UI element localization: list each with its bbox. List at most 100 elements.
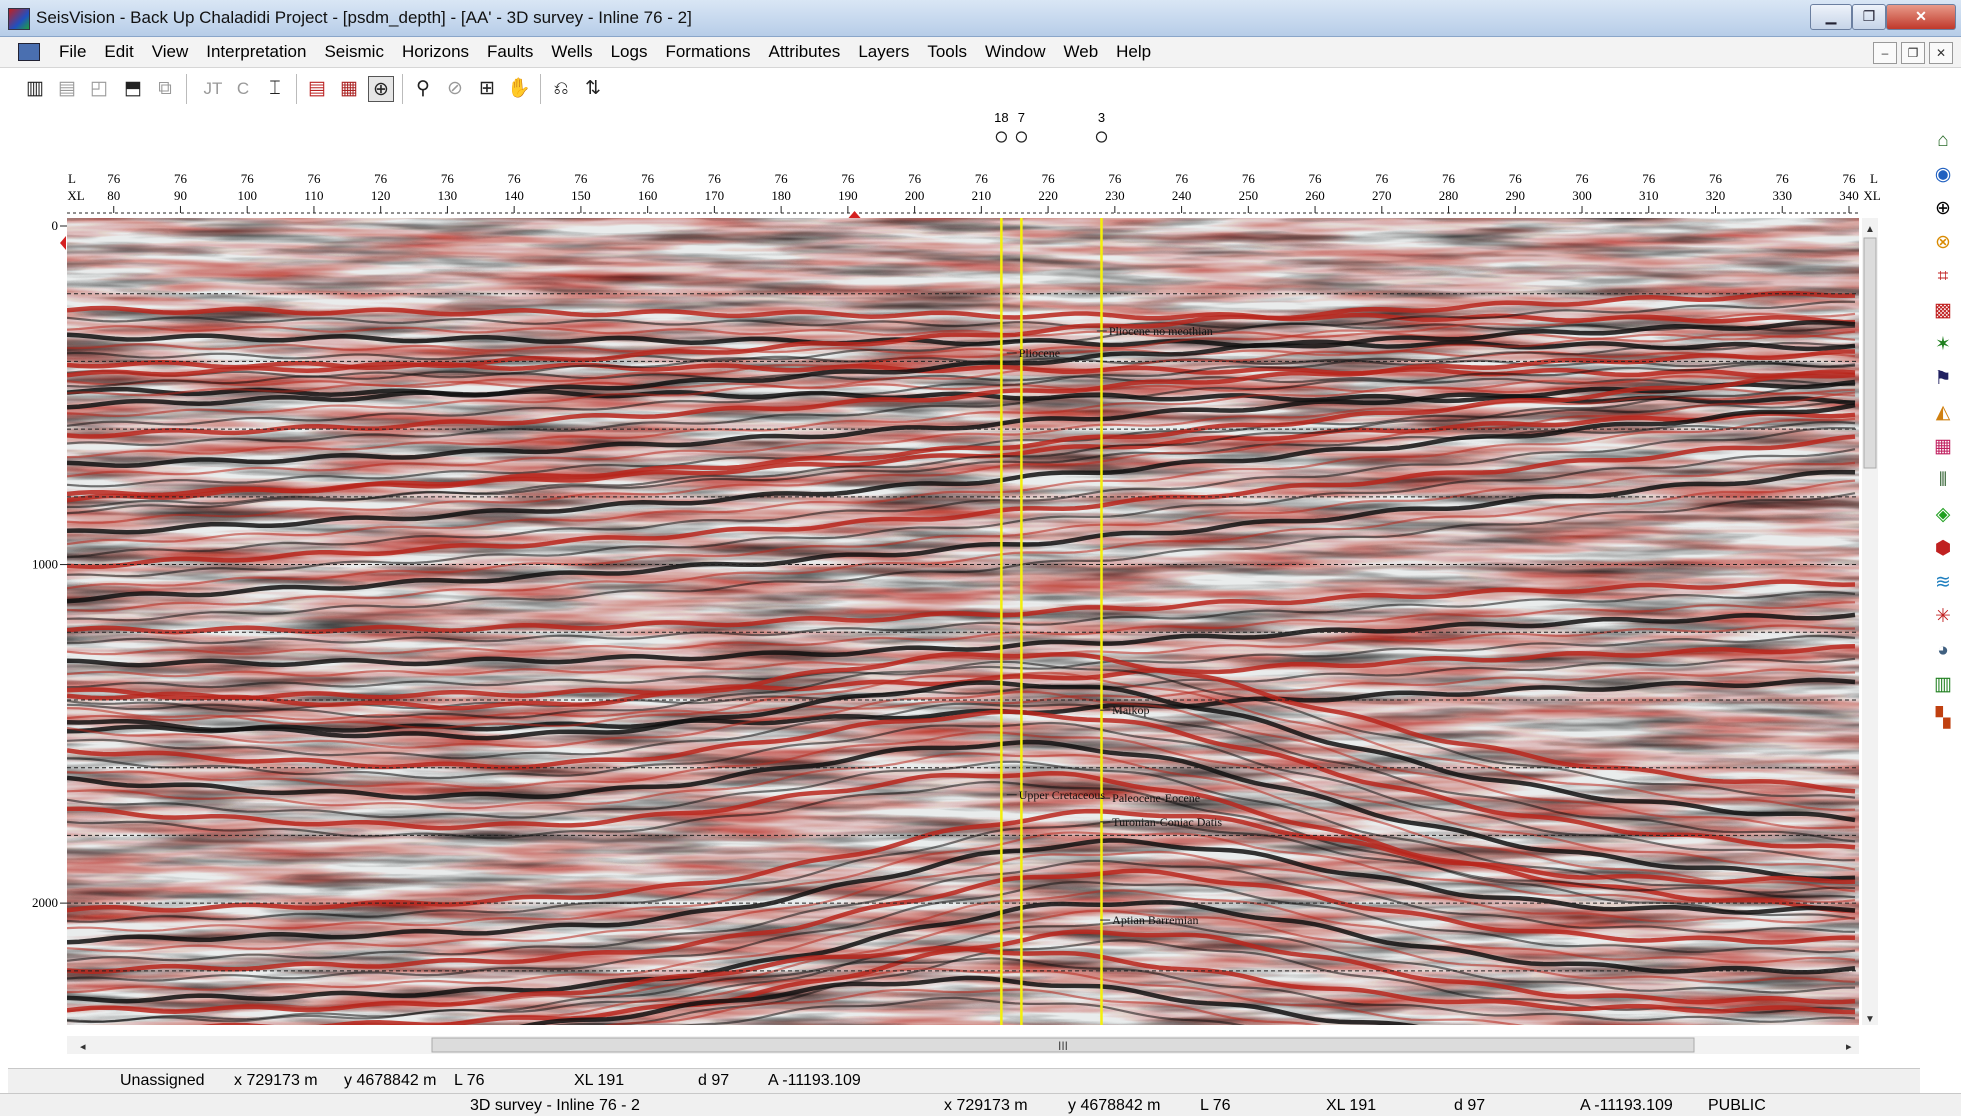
jt-button[interactable]: JT [203,79,223,98]
scroll-down-arrow-icon[interactable]: ▼ [1865,1014,1875,1025]
reflector-line [67,341,1855,427]
xl-tick-label: 330 [1772,188,1792,203]
menu-attributes[interactable]: Attributes [768,42,841,61]
cross-plot-icon[interactable]: ▚ [1935,708,1951,729]
horizontal-scroll-thumb[interactable] [431,1037,1695,1053]
menu-interpretation[interactable]: Interpretation [206,42,307,61]
inline-tick-label: 76 [1642,171,1656,186]
menu-view[interactable]: View [151,42,189,61]
layers-icon[interactable]: ≋ [1935,572,1951,593]
well-icon[interactable]: ⚑ [1934,368,1952,389]
vertical-scroll-thumb[interactable] [1863,237,1877,469]
cube-icon[interactable]: ⬢ [1934,538,1952,559]
reflector-line [67,612,1856,668]
inline-tick-label: 76 [508,171,522,186]
home-icon[interactable]: ⌂ [1937,130,1949,151]
reflector-line [67,624,1856,678]
status-assignment: Unassigned [120,1072,205,1089]
minimize-button[interactable]: ▁ [1810,4,1852,30]
xl-tick-label: 110 [304,188,323,203]
bottom-y: y 4678842 m [1068,1097,1161,1114]
seismic-lines-icon[interactable]: ⌗ [1937,266,1949,287]
select-well-icon[interactable]: ⎌ [553,78,569,99]
menu-items: File Edit View Interpretation Seismic Horizon… [50,42,1160,62]
scroll-right-arrow-icon[interactable]: ▸ [1846,1041,1852,1053]
horizontal-scrollbar[interactable]: III ◂ ▸ [67,1036,1859,1054]
c-button[interactable]: C [236,79,250,98]
colorbar-icon[interactable]: ▤ [308,78,326,99]
reflector-line [67,461,1856,590]
horizon-pick-icon[interactable]: ✶ [1935,334,1951,355]
close-button[interactable]: ✕ [1886,4,1956,30]
well-tie-icon[interactable]: ⇅ [585,78,601,99]
menu-file[interactable]: File [59,42,87,61]
globe-icon[interactable]: ◉ [1934,164,1952,185]
status-crossline: XL 191 [574,1072,625,1089]
axis-right-inline-label: L [1870,171,1878,186]
menu-horizons[interactable]: Horizons [401,42,470,61]
toolbar: ▥ ▤ ◰ ⬒ ⧉ JT C ⌶ ▤ ▦ ⊕ ⚲ ⊘ ⊞ ✋ ⎌ ⇅ [0,68,1961,110]
seismic-section-view[interactable]: L XL L XL 76 80 76 90 76 100 76 110 76 120 76 130 76 140 7… [0,110,1920,1072]
menu-edit[interactable]: Edit [104,42,134,61]
colormap-icon[interactable]: ▩ [1934,300,1952,321]
xl-tick-label: 210 [972,188,992,203]
zoom-area-icon[interactable]: ⊘ [447,78,463,99]
reflector-line [67,780,1856,920]
mdi-controls: – ❐ ✕ [1873,42,1953,64]
well-head-symbol[interactable] [1015,131,1027,143]
zoom-extent-icon[interactable]: ⊞ [479,78,495,99]
surface-icon[interactable]: ◭ [1935,402,1951,423]
grid-icon[interactable]: ▦ [340,78,358,99]
document-menu-icon[interactable] [18,43,40,61]
inline-tick-label: 76 [1309,171,1323,186]
grid-globe-icon[interactable]: ⊕ [1935,198,1951,219]
mdi-restore-button[interactable]: ❐ [1901,42,1925,64]
menu-seismic[interactable]: Seismic [324,42,384,61]
inline-tick-label: 76 [908,171,922,186]
compass-icon[interactable]: ⊗ [1935,232,1951,253]
well-head-symbol[interactable] [995,131,1007,143]
reflector-line [67,290,1856,378]
map-view-icon[interactable]: ◰ [90,78,108,99]
tile-view-icon[interactable]: ⧉ [158,78,172,99]
menu-tools[interactable]: Tools [927,42,968,61]
menu-help[interactable]: Help [1116,42,1152,61]
pick-tool-icon[interactable]: ⌶ [269,78,281,99]
menu-formations[interactable]: Formations [665,42,751,61]
reflector-line [67,427,1856,559]
scroll-up-arrow-icon[interactable]: ▲ [1865,224,1875,235]
map-icon[interactable]: ◈ [1935,504,1951,525]
fault-icon[interactable]: ✳ [1935,606,1951,627]
menu-wells[interactable]: Wells [551,42,593,61]
menu-window[interactable]: Window [985,42,1046,61]
reflector-line [67,391,1856,524]
split-vertical-icon[interactable]: ▥ [26,78,44,99]
menu-logs[interactable]: Logs [610,42,648,61]
menu-layers[interactable]: Layers [858,42,910,61]
3d-view-icon[interactable]: ⬒ [124,78,142,99]
crosshair-mode-icon[interactable]: ⊕ [368,76,394,102]
pan-hand-icon[interactable]: ✋ [507,78,531,99]
mdi-minimize-button[interactable]: – [1873,42,1897,64]
reflector-line [67,838,1856,945]
reflector-line [67,739,1856,881]
scroll-left-arrow-icon[interactable]: ◂ [80,1041,86,1053]
mdi-close-button[interactable]: ✕ [1929,42,1953,64]
well-head-symbol[interactable] [1095,131,1108,143]
histogram-icon[interactable]: ▥ [1934,674,1952,695]
velocity-model-icon[interactable]: ▦ [1934,436,1952,457]
menu-web[interactable]: Web [1063,42,1099,61]
xl-tick-label: 290 [1506,188,1526,203]
xl-tick-label: 280 [1439,188,1459,203]
attribute-icon[interactable]: ◕ [1937,640,1949,661]
reflector-line [67,325,1856,341]
well-tracks [1000,218,1103,1025]
zoom-icon[interactable]: ⚲ [416,78,430,99]
vertical-scrollbar[interactable]: ▲ ▼ [1862,218,1878,1025]
log-display-icon[interactable]: ⫴ [1939,470,1947,491]
menu-faults[interactable]: Faults [487,42,534,61]
split-horizontal-icon[interactable]: ▤ [58,78,76,99]
xl-tick-label: 310 [1639,188,1659,203]
maximize-button[interactable]: ❐ [1852,4,1886,30]
app-icon[interactable] [8,8,30,30]
